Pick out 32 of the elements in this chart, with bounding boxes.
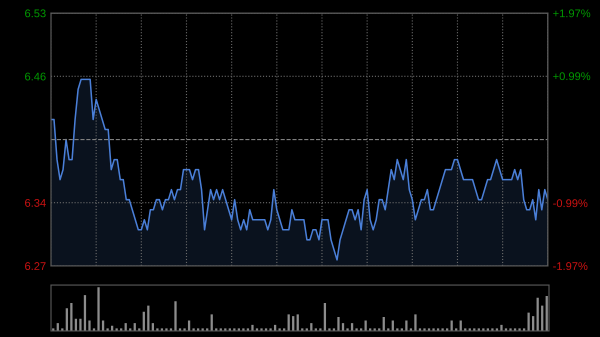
bar [392, 320, 394, 331]
bar [532, 316, 534, 331]
bar [70, 303, 73, 331]
bar [292, 316, 294, 331]
bar [288, 314, 290, 331]
y2-tick-label: +1.97% [553, 9, 590, 18]
y-tick-label: 6.34 [25, 198, 46, 207]
y2-tick-label: -1.97% [553, 262, 588, 270]
bar [527, 312, 530, 331]
bar [546, 296, 548, 331]
y2-tick-label: +0.99% [553, 72, 590, 80]
bar [147, 306, 150, 331]
bar [210, 314, 213, 331]
bar [310, 323, 312, 331]
bar [460, 320, 462, 331]
y-tick-label: 6.27 [25, 262, 46, 270]
bar [296, 314, 299, 331]
bar [142, 312, 145, 331]
bar [536, 298, 539, 331]
bar [110, 326, 114, 331]
bar [152, 323, 154, 331]
bar [134, 323, 136, 331]
bar [541, 306, 544, 331]
y-tick-label: 6.53 [25, 9, 46, 18]
bar [382, 316, 385, 331]
bar [450, 320, 453, 331]
bar [56, 323, 59, 331]
y-tick-label: 6.46 [25, 72, 46, 80]
bar [124, 323, 127, 331]
y2-tick-label: -0.99% [553, 199, 588, 208]
bar [66, 308, 68, 331]
bar [364, 320, 367, 331]
